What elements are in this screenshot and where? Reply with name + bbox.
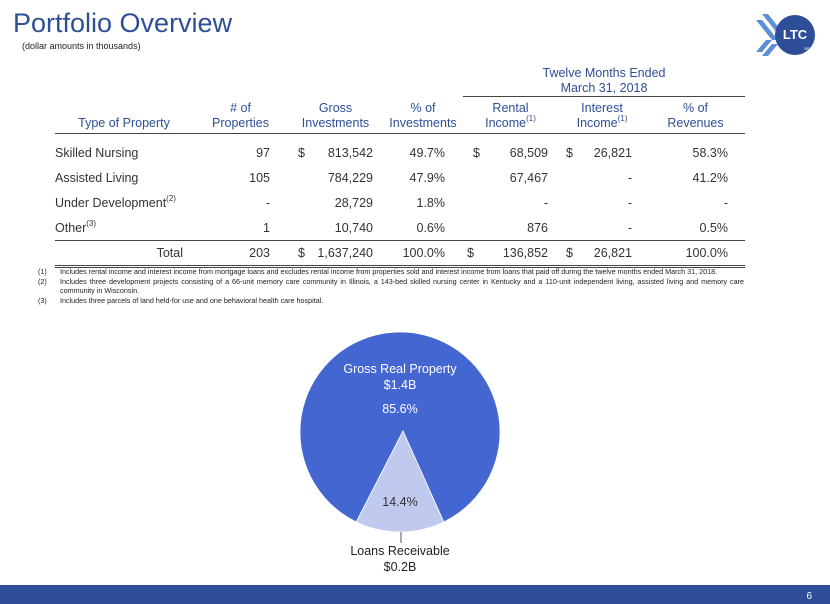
row-properties: 97 xyxy=(256,145,270,160)
header-pct-investments: % of Investments xyxy=(383,96,463,134)
total-label: Total xyxy=(55,240,193,268)
page-subtitle: (dollar amounts in thousands) xyxy=(22,41,141,51)
row-pct-inv: 0.6% xyxy=(416,220,446,235)
total-pct-rev: 100.0% xyxy=(646,240,745,268)
row-gross: 28,729 xyxy=(334,195,373,210)
row-rental: 67,467 xyxy=(509,170,548,185)
page-title: Portfolio Overview xyxy=(13,8,233,38)
table-row: Under Development(2) - 28,729 1.8% - - - xyxy=(55,190,745,215)
row-pct-rev: 58.3% xyxy=(692,145,728,160)
row-rental: - xyxy=(543,195,548,210)
header-type: Type of Property xyxy=(55,96,193,134)
ltc-logo: LTC REIT xyxy=(756,14,815,56)
row-gross: 813,542 xyxy=(327,145,373,160)
row-type: Assisted Living xyxy=(55,170,139,185)
header-rental: Rental Income(1) xyxy=(463,96,558,134)
footnotes: (1) Includes rental income and interest i… xyxy=(38,267,744,306)
group-header: Twelve Months Ended March 31, 2018 xyxy=(463,64,745,97)
row-properties: 105 xyxy=(249,170,270,185)
footnote: (1) Includes rental income and interest i… xyxy=(38,267,718,276)
page-number: 6 xyxy=(806,591,812,602)
table-row: Skilled Nursing 97 $813,542 49.7% $68,50… xyxy=(55,134,745,166)
pie-slice-gross-real-property xyxy=(299,331,501,523)
row-type: Under Development xyxy=(55,195,167,210)
header-gross: Gross Investments xyxy=(288,96,383,134)
footer-bar xyxy=(0,585,830,604)
total-pct-inv: 100.0% xyxy=(383,240,463,268)
row-rental: 876 xyxy=(527,220,548,235)
row-pct-inv: 47.9% xyxy=(409,170,445,185)
table-row: Other(3) 1 10,740 0.6% 876 - 0.5% xyxy=(55,215,745,241)
row-interest: 26,821 xyxy=(593,145,632,160)
row-interest: - xyxy=(627,195,632,210)
footnote: (2) Includes three development projects c… xyxy=(38,276,744,296)
slice-label-main: Gross Real Property $1.4B 85.6% xyxy=(343,362,457,416)
row-gross: 10,740 xyxy=(334,220,373,235)
header-interest: Interest Income(1) xyxy=(558,96,646,134)
logo-text: LTC xyxy=(783,27,808,42)
row-interest: - xyxy=(627,220,632,235)
row-pct-rev: - xyxy=(723,195,728,210)
footnote: (3) Includes three parcels of land held-f… xyxy=(38,296,324,306)
total-rental: 136,852 xyxy=(502,246,548,260)
row-properties: 1 xyxy=(263,220,270,235)
row-pct-inv: 1.8% xyxy=(416,195,446,210)
total-gross: 1,637,240 xyxy=(317,246,373,260)
row-pct-inv: 49.7% xyxy=(409,145,445,160)
row-pct-rev: 41.2% xyxy=(692,170,728,185)
total-row: Total 203 $1,637,240 100.0% $136,852 $26… xyxy=(55,240,745,268)
slice-label-minor: Loans Receivable $0.2B xyxy=(350,544,450,574)
pie-slice-loans-receivable xyxy=(355,430,445,533)
row-gross: 784,229 xyxy=(327,170,373,185)
row-type: Skilled Nursing xyxy=(55,145,139,160)
row-interest: - xyxy=(627,170,632,185)
slice-percent-minor: 14.4% xyxy=(382,495,418,509)
header-properties: # of Properties xyxy=(193,96,288,134)
pie-chart xyxy=(299,331,501,543)
row-rental: 68,509 xyxy=(509,145,548,160)
header-pct-revenues: % of Revenues xyxy=(646,96,745,134)
logo-subtext: REIT xyxy=(804,46,814,51)
total-interest: 26,821 xyxy=(593,246,632,260)
total-properties: 203 xyxy=(193,240,288,268)
row-pct-rev: 0.5% xyxy=(699,220,729,235)
table-row: Assisted Living 105 784,229 47.9% 67,467… xyxy=(55,165,745,190)
row-properties: - xyxy=(265,195,270,210)
row-type: Other xyxy=(55,220,87,235)
portfolio-table: Twelve Months Ended March 31, 2018 Type o… xyxy=(55,64,745,268)
